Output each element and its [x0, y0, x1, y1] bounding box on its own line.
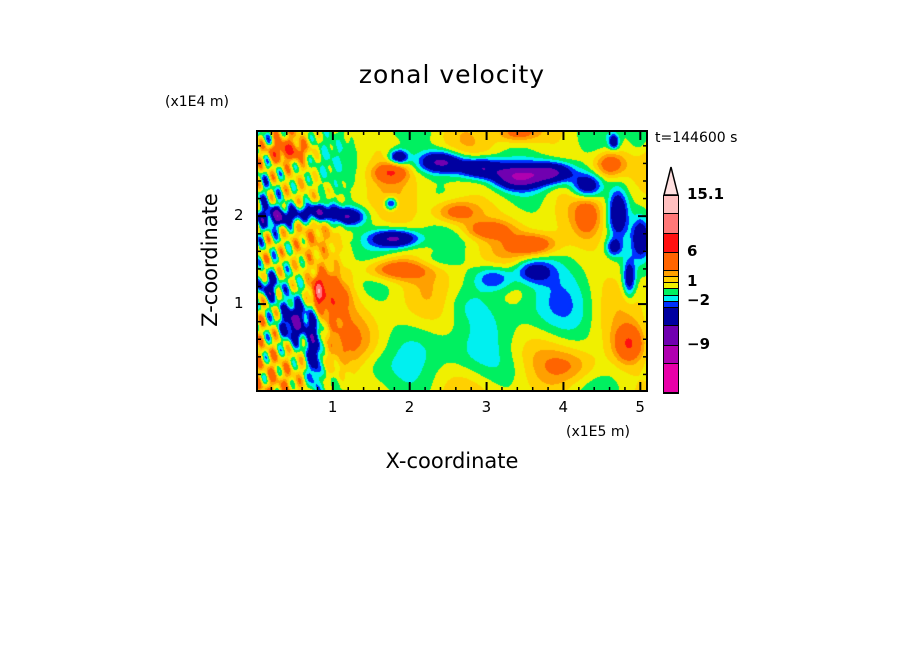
- colorbar-segment: [663, 295, 679, 301]
- chart-title: zonal velocity: [358, 60, 546, 89]
- x-tick-label: 1: [327, 398, 338, 416]
- y-tick-label: 1: [234, 294, 244, 313]
- colorbar-segment: [663, 325, 679, 345]
- colorbar-label: −2: [687, 291, 711, 309]
- x-unit-label: (x1E5 m): [566, 424, 630, 440]
- colorbar-segment: [663, 282, 679, 288]
- colorbar-segment: [663, 213, 679, 233]
- time-label: t=144600 s: [655, 130, 738, 146]
- contour-field: [256, 130, 648, 392]
- colorbar-label: 6: [687, 242, 698, 260]
- colorbar-extend-arrow: [663, 166, 679, 196]
- colorbar-label: 15.1: [687, 185, 725, 203]
- x-tick-label: 5: [635, 398, 645, 416]
- colorbar-segment: [663, 301, 679, 307]
- plot-area: [256, 130, 648, 392]
- colorbar-segment: [663, 363, 679, 392]
- colorbar-label: −9: [687, 335, 711, 353]
- colorbar-segment: [663, 307, 679, 325]
- colorbar-segment: [663, 252, 679, 270]
- colorbar-bottom-edge: [663, 392, 679, 394]
- x-axis-label: X-coordinate: [385, 449, 519, 473]
- x-tick-label: 2: [404, 398, 415, 416]
- y-axis-label: Z-coordinate: [198, 193, 222, 327]
- colorbar-segment: [663, 276, 679, 282]
- x-tick-label: 4: [558, 398, 568, 416]
- x-tick-label: 3: [481, 398, 492, 416]
- colorbar-segment: [663, 270, 679, 276]
- colorbar-label: 1: [687, 272, 698, 290]
- y-tick-label: 2: [234, 206, 244, 225]
- y-unit-label: (x1E4 m): [165, 94, 229, 110]
- colorbar-segment: [663, 288, 679, 295]
- axes-frame: [256, 130, 648, 392]
- colorbar-segment: [663, 195, 679, 213]
- colorbar-segment: [663, 345, 679, 363]
- colorbar-segment: [663, 233, 679, 252]
- colorbar: [663, 166, 679, 394]
- plot-frame: [256, 130, 648, 392]
